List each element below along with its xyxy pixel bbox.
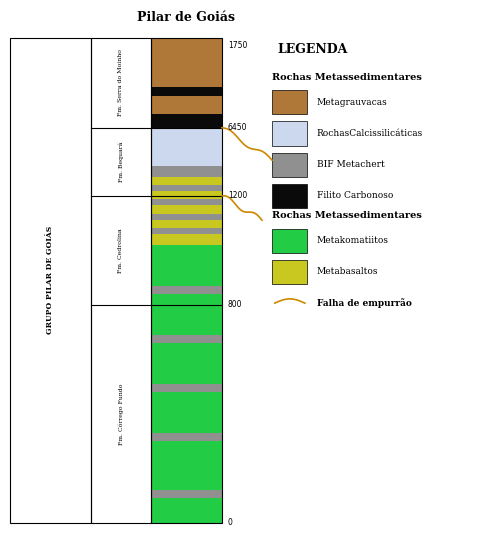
Bar: [151, 294, 222, 335]
Bar: [151, 343, 222, 384]
Bar: [91, 38, 151, 523]
Bar: [272, 121, 307, 146]
Bar: [151, 128, 222, 166]
Text: GRUPO PILAR DE GOIÁS: GRUPO PILAR DE GOIÁS: [46, 226, 54, 334]
Bar: [151, 191, 222, 199]
Bar: [272, 229, 307, 253]
Bar: [151, 177, 222, 185]
Bar: [151, 229, 222, 234]
Bar: [151, 199, 222, 205]
Bar: [151, 433, 222, 441]
Text: Fm. Córrego Fundo: Fm. Córrego Fundo: [118, 383, 123, 445]
Bar: [151, 87, 222, 96]
Bar: [151, 38, 222, 523]
Bar: [151, 441, 222, 490]
Text: Metakomatiitos: Metakomatiitos: [317, 236, 389, 245]
Bar: [272, 90, 307, 114]
Bar: [151, 96, 222, 114]
Bar: [151, 490, 222, 498]
Bar: [151, 166, 222, 177]
Text: 800: 800: [228, 300, 242, 309]
Text: 1750: 1750: [228, 42, 247, 51]
Bar: [151, 114, 222, 128]
Bar: [272, 184, 307, 208]
Text: 0: 0: [228, 519, 233, 527]
Text: LEGENDA: LEGENDA: [277, 43, 348, 56]
Bar: [151, 498, 222, 523]
Text: Filito Carbonoso: Filito Carbonoso: [317, 191, 393, 201]
Text: Metagrauvacas: Metagrauvacas: [317, 98, 387, 107]
Bar: [272, 153, 307, 177]
Text: Metabasaltos: Metabasaltos: [317, 267, 378, 277]
Text: BIF Metachert: BIF Metachert: [317, 160, 384, 169]
Text: Rochas Metassedimentares: Rochas Metassedimentares: [272, 73, 422, 82]
Text: Fm. Bequará: Fm. Bequará: [118, 142, 123, 182]
Text: 1200: 1200: [228, 191, 247, 201]
Bar: [272, 260, 307, 284]
Text: Rochas Metassedimentares: Rochas Metassedimentares: [272, 211, 422, 220]
Text: Falha de empurrão: Falha de empurrão: [317, 298, 411, 308]
Text: Fm. Cedrolina: Fm. Cedrolina: [118, 228, 123, 273]
Bar: [151, 234, 222, 245]
Bar: [151, 185, 222, 191]
Text: Fm. Serra do Moinho: Fm. Serra do Moinho: [118, 49, 123, 116]
Bar: [151, 392, 222, 433]
Text: RochasCalcissilicáticas: RochasCalcissilicáticas: [317, 129, 423, 138]
Bar: [151, 213, 222, 220]
Text: Pilar de Goiás: Pilar de Goiás: [138, 11, 235, 24]
Bar: [151, 335, 222, 343]
Bar: [10, 38, 91, 523]
Bar: [151, 245, 222, 286]
Bar: [151, 220, 222, 229]
Bar: [151, 384, 222, 392]
Text: 6450: 6450: [228, 123, 247, 132]
Bar: [151, 205, 222, 213]
Bar: [151, 38, 222, 87]
Bar: [151, 286, 222, 294]
